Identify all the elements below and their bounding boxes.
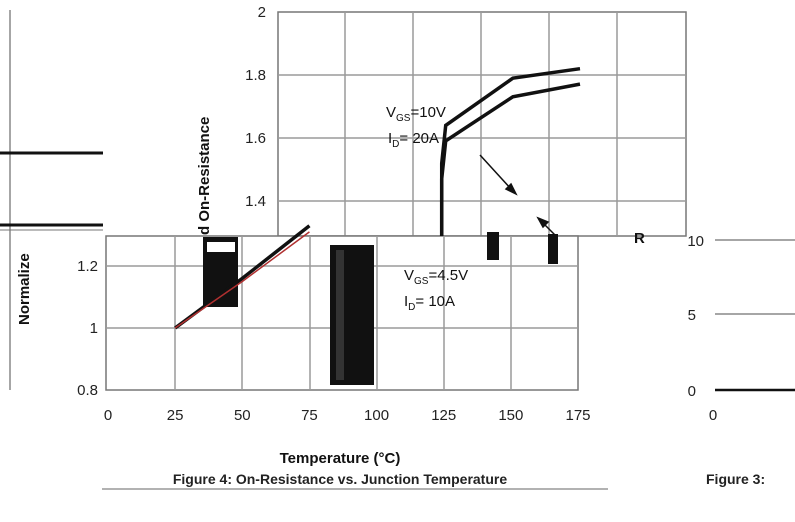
y-tick-label: 1.4 <box>245 193 266 210</box>
figure-caption: Figure 4: On-Resistance vs. Junction Tem… <box>173 471 507 487</box>
x-tick-label: 0 <box>104 407 112 424</box>
annotation-id10-sub: D <box>408 302 415 313</box>
y-tick-labels-lower: 0.8 1 1.2 <box>77 258 98 399</box>
y-tick-label: 1 <box>90 320 98 337</box>
upper-plot-frame <box>277 11 687 237</box>
y-tick-label: 1.6 <box>245 130 266 147</box>
x-tick-label: 75 <box>301 407 318 424</box>
annotation-id20-sub: D <box>392 139 399 150</box>
annotation-vgs10-value: =10V <box>410 104 445 121</box>
x-tick-label: 125 <box>431 407 456 424</box>
arrow-upper-line <box>479 154 513 191</box>
right-y-tick-5: 5 <box>688 307 696 324</box>
y-tick-label: 1.2 <box>77 258 98 275</box>
series-1-lower-line <box>174 224 311 330</box>
svg-text:ID= 10A: ID= 10A <box>404 293 455 313</box>
svg-text:ID= 20A: ID= 20A <box>388 130 439 150</box>
annotation-vgs10-sub: GS <box>396 113 411 124</box>
series-2-lower-line <box>174 231 310 329</box>
x-tick-label: 150 <box>498 407 523 424</box>
annotation-vgs45-sub: GS <box>414 276 429 287</box>
annotation-id20: ID= 20A <box>388 130 439 150</box>
x-tick-labels: 0 25 50 75 100 125 150 175 <box>104 407 591 424</box>
arrow-lower-head <box>536 216 550 229</box>
x-tick-label: 50 <box>234 407 251 424</box>
annotation-vgs45: VGS=4.5V <box>404 267 468 287</box>
arrow-upper-head <box>504 182 518 196</box>
right-x-tick-0: 0 <box>709 407 717 424</box>
right-caption: Figure 3: <box>706 471 765 487</box>
x-axis-label: Temperature (°C) <box>280 450 401 467</box>
annotation-arrows <box>479 154 557 237</box>
svg-text:VGS=10V: VGS=10V <box>386 104 446 124</box>
series-2-upper-line <box>439 82 581 236</box>
series-group <box>174 66 581 330</box>
annotation-id20-value: = 20A <box>399 130 439 147</box>
annotation-vgs10: VGS=10V <box>386 104 446 124</box>
svg-text:VGS=4.5V: VGS=4.5V <box>404 267 468 287</box>
x-tick-label: 100 <box>364 407 389 424</box>
right-fragment: R 10 5 0 0 Figure 3: <box>634 230 795 487</box>
annotation-id10-value: = 10A <box>415 293 455 310</box>
x-tick-label: 175 <box>565 407 590 424</box>
annotation-id10-prefix: I <box>404 293 408 310</box>
left-fragment <box>0 10 103 390</box>
annotation-vgs45-prefix: V <box>404 267 414 284</box>
y-tick-label: 0.8 <box>77 382 98 399</box>
y-tick-label: 2 <box>258 4 266 21</box>
right-y-tick-0: 0 <box>688 383 696 400</box>
annotation-id20-prefix: I <box>388 130 392 147</box>
annotation-vgs10-prefix: V <box>386 104 396 121</box>
annotation-id10: ID= 10A <box>404 293 455 313</box>
y-axis-label-fragment-1: d On-Resistance <box>196 117 213 235</box>
x-tick-label: 25 <box>167 407 184 424</box>
y-tick-label: 1.8 <box>245 67 266 84</box>
y-axis-label-fragment-2: Normalize <box>16 253 33 325</box>
right-fragment-label: R <box>634 230 645 247</box>
annotation-vgs45-value: =4.5V <box>428 267 468 284</box>
series-1-upper-line <box>439 66 581 236</box>
right-y-tick-10: 10 <box>687 233 704 250</box>
y-tick-labels-upper: 1.4 1.6 1.8 2 <box>245 4 266 210</box>
